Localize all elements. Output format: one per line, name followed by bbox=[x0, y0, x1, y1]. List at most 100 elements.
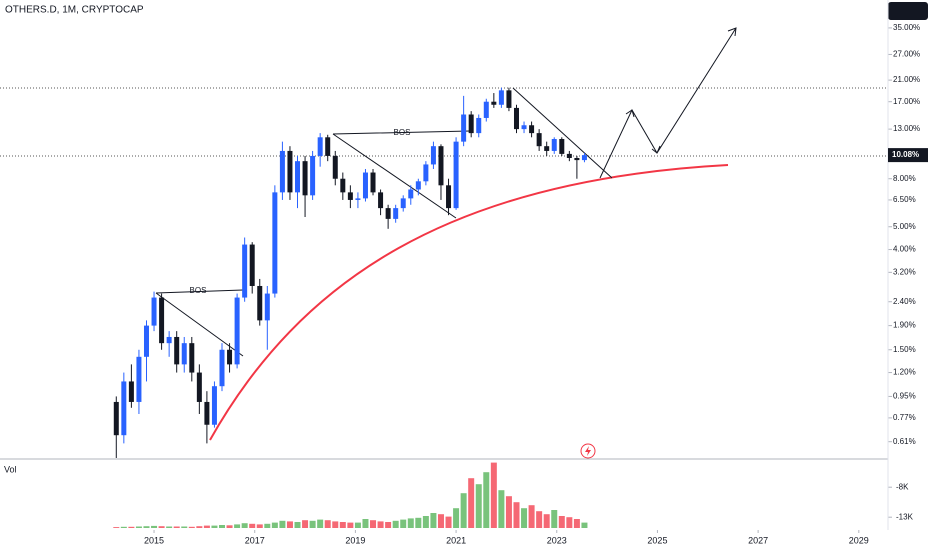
x-tick-label: 2015 bbox=[144, 535, 164, 545]
candle-body bbox=[483, 101, 489, 118]
candle-body bbox=[242, 244, 248, 298]
projection-arrow bbox=[599, 27, 737, 179]
y-tick-label: 17.00% bbox=[893, 97, 920, 106]
last-price-box bbox=[888, 148, 928, 163]
volume-bar bbox=[453, 508, 460, 528]
x-tick-label: 2025 bbox=[647, 535, 667, 545]
volume-bar bbox=[437, 514, 444, 528]
volume-bar bbox=[286, 521, 293, 528]
candle-body bbox=[166, 336, 172, 344]
x-tick-label: 2019 bbox=[345, 535, 365, 545]
volume-bar bbox=[256, 524, 263, 528]
volume-bar bbox=[264, 523, 271, 528]
support-curve bbox=[209, 164, 729, 441]
x-tick-label: 2027 bbox=[748, 535, 768, 545]
y-tick-label: 2.40% bbox=[893, 297, 916, 306]
volume-bar bbox=[196, 526, 203, 528]
volume-bar bbox=[120, 526, 127, 528]
candle-body bbox=[295, 161, 301, 193]
volume-bar bbox=[407, 518, 414, 528]
volume-bar bbox=[573, 519, 580, 528]
volume-bar bbox=[445, 516, 452, 528]
y-tick-label: 1.90% bbox=[893, 321, 916, 330]
volume-bar bbox=[203, 525, 210, 528]
toolbar-button[interactable] bbox=[888, 2, 928, 20]
last-price-label: 10.08% bbox=[892, 150, 919, 159]
x-tick-label: 2023 bbox=[547, 535, 567, 545]
volume-bar bbox=[188, 526, 195, 528]
candle-body bbox=[317, 137, 323, 156]
candle-body bbox=[121, 381, 127, 436]
volume-bar bbox=[392, 520, 399, 528]
y-tick-label: 21.00% bbox=[893, 75, 920, 84]
volume-bar bbox=[483, 472, 490, 528]
candle-body bbox=[227, 349, 233, 365]
volume-bar bbox=[339, 522, 346, 528]
volume-bar bbox=[468, 478, 475, 528]
x-tick-label: 2021 bbox=[446, 535, 466, 545]
candle-body bbox=[257, 285, 263, 321]
candle-body bbox=[393, 208, 399, 219]
y-tick-label: -8K bbox=[896, 482, 909, 491]
candle-body bbox=[143, 325, 149, 357]
volume-bar bbox=[581, 522, 588, 528]
event-icon-glyph bbox=[585, 446, 591, 456]
candle-body bbox=[211, 386, 217, 425]
candle-body bbox=[513, 107, 519, 130]
candle-body bbox=[264, 293, 270, 321]
y-tick-label: 8.00% bbox=[893, 174, 916, 183]
candle-body bbox=[461, 114, 467, 142]
volume-bar bbox=[543, 514, 550, 528]
candle-body bbox=[506, 90, 512, 108]
candle-body bbox=[287, 150, 293, 193]
volume-bar bbox=[158, 526, 165, 528]
candle-body bbox=[559, 139, 565, 154]
candle-body bbox=[453, 141, 459, 209]
candle-body bbox=[332, 155, 338, 179]
y-tick-label: -13K bbox=[896, 512, 914, 521]
candle-body bbox=[249, 244, 255, 286]
volume-bar bbox=[505, 496, 512, 528]
volume-bar bbox=[354, 522, 361, 528]
candle-body bbox=[446, 185, 452, 209]
volume-bar bbox=[475, 484, 482, 528]
volume-bar bbox=[113, 527, 120, 528]
candle-body bbox=[370, 172, 376, 193]
candle-body bbox=[355, 198, 361, 200]
volume-bar bbox=[181, 526, 188, 528]
volume-bar bbox=[528, 505, 535, 528]
volume-bar bbox=[317, 519, 324, 528]
volume-bar bbox=[302, 520, 309, 528]
volume-bar bbox=[143, 526, 150, 528]
candle-body bbox=[204, 401, 210, 425]
candle-body bbox=[581, 155, 587, 161]
candle-body bbox=[310, 155, 316, 196]
volume-bar bbox=[558, 516, 565, 528]
y-tick-label: 0.61% bbox=[893, 437, 916, 446]
volume-bar bbox=[422, 516, 429, 528]
candle-body bbox=[566, 153, 572, 158]
candle-body bbox=[272, 192, 278, 294]
candle-body bbox=[415, 181, 421, 190]
annotation: BOS bbox=[394, 128, 411, 137]
candle-body bbox=[181, 343, 187, 365]
candle-body bbox=[136, 356, 142, 402]
candle-body bbox=[521, 125, 527, 130]
bos-lines bbox=[155, 289, 244, 357]
y-tick-label: 1.50% bbox=[893, 345, 916, 354]
y-tick-label: 0.77% bbox=[893, 413, 916, 422]
volume-bar bbox=[415, 517, 422, 528]
volume-bar bbox=[279, 520, 286, 528]
volume-bar bbox=[430, 513, 437, 528]
y-tick-label: 0.95% bbox=[893, 392, 916, 401]
candle-body bbox=[174, 336, 180, 365]
y-tick-label: 4.00% bbox=[893, 245, 916, 254]
candle-body bbox=[189, 343, 195, 373]
candle-body bbox=[544, 146, 550, 151]
candle-body bbox=[340, 178, 346, 193]
candle-body bbox=[362, 172, 368, 199]
candle-body bbox=[325, 137, 331, 156]
volume-bar bbox=[460, 493, 467, 528]
volume-label: Vol bbox=[4, 464, 17, 474]
y-tick-label: 35.00% bbox=[893, 23, 920, 32]
